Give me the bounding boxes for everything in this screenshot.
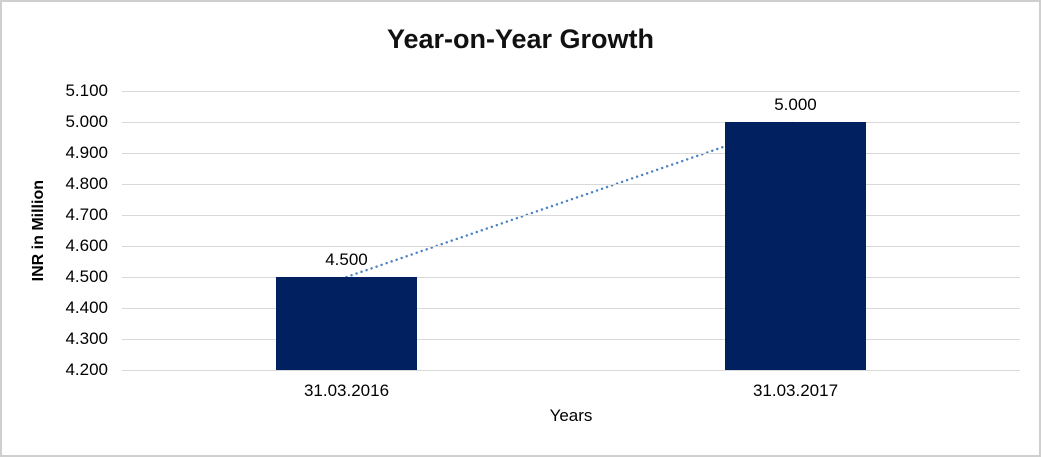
x-axis-title: Years	[549, 406, 593, 425]
x-tick-label: 31.03.2016	[303, 381, 390, 400]
x-tick-label: 31.03.2017	[752, 381, 839, 400]
bar	[276, 277, 417, 370]
chart-title: Year-on-Year Growth	[386, 24, 655, 54]
gridline	[122, 184, 1020, 185]
gridline	[122, 215, 1020, 216]
y-tick-label: 4.600	[65, 236, 108, 255]
y-tick-label: 5.000	[65, 112, 108, 131]
y-tick-label: 5.100	[65, 81, 108, 100]
y-tick-label: 4.700	[65, 205, 108, 224]
gridline	[122, 153, 1020, 154]
gridline	[122, 246, 1020, 247]
y-axis-title-box: INR in Million	[28, 91, 50, 370]
gridline	[122, 308, 1020, 309]
y-tick-label: 4.500	[65, 267, 108, 286]
data-label: 5.000	[774, 95, 817, 114]
y-tick-label: 4.900	[65, 143, 108, 162]
y-tick-label: 4.400	[65, 298, 108, 317]
trendline	[345, 120, 797, 279]
data-label: 4.500	[325, 250, 368, 269]
y-tick-label: 4.200	[65, 360, 108, 379]
y-tick-label: 4.300	[65, 329, 108, 348]
gridline	[122, 339, 1020, 340]
gridline	[122, 91, 1020, 92]
bar	[725, 122, 866, 370]
gridline	[122, 370, 1020, 371]
gridline	[122, 277, 1020, 278]
plot-area: 5.100 5.000 4.900 4.800 4.700 4.600 4.500 4.400…	[65, 81, 1020, 400]
gridline	[122, 122, 1020, 123]
y-axis-title: INR in Million	[30, 179, 47, 282]
y-tick-label: 4.800	[65, 174, 108, 193]
